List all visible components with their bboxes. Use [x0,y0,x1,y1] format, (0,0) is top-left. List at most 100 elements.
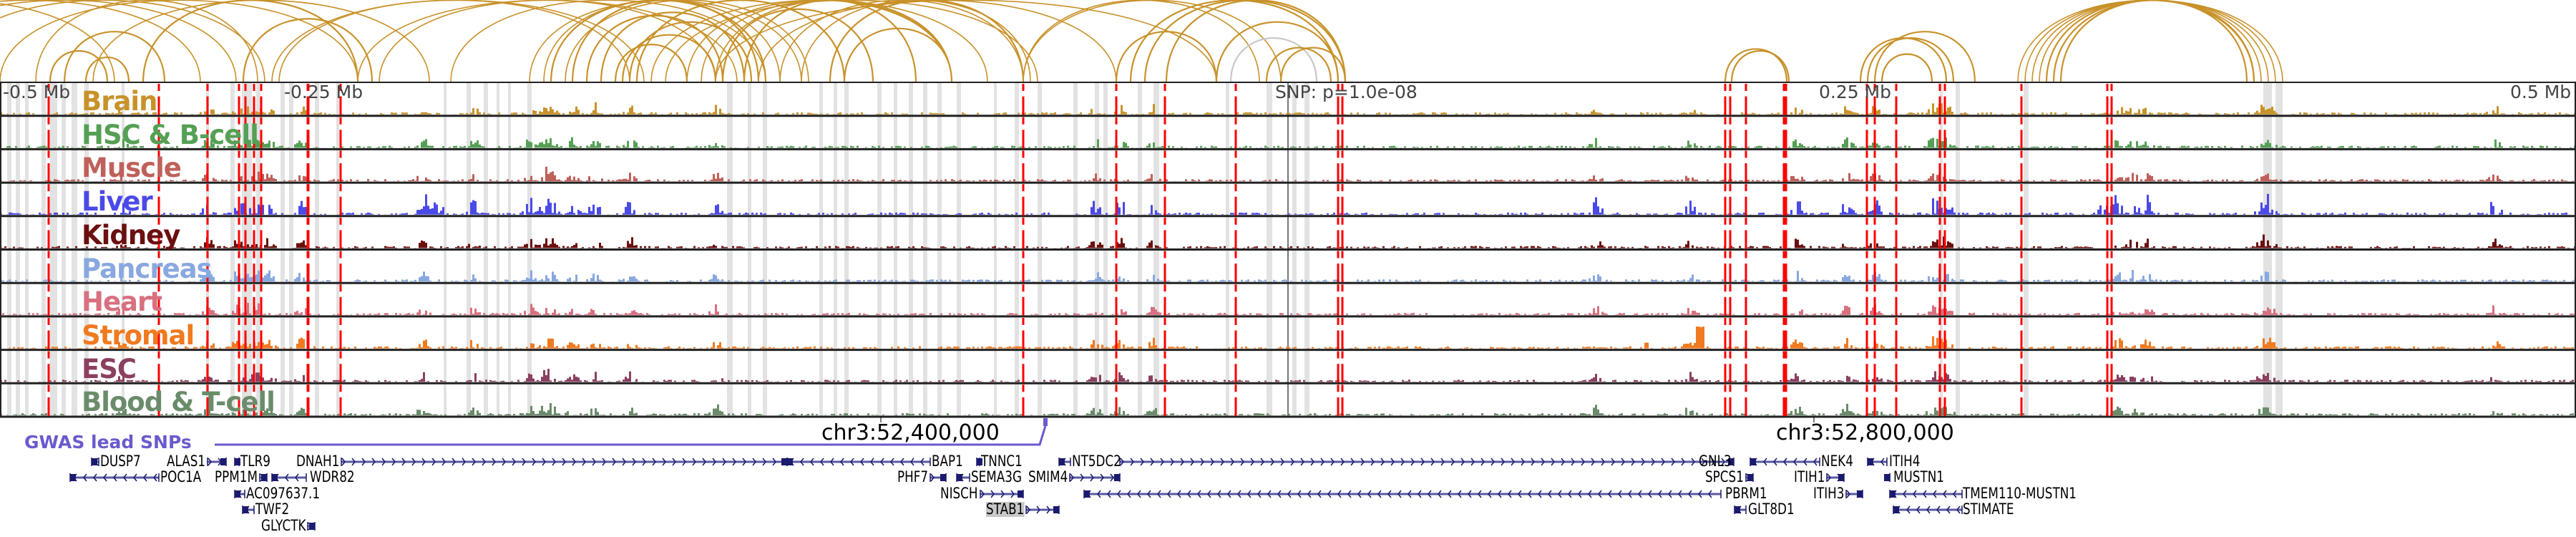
gene-label[interactable]: GLT8D1 [1748,500,1795,518]
gene-label[interactable]: MUSTN1 [1893,468,1944,485]
interaction-arc [1129,0,1340,83]
gene-label[interactable]: TMEM110-MUSTN1 [1963,485,2077,502]
gene-label[interactable]: PBRM1 [1725,485,1767,502]
gene-label[interactable]: SPCS1 [1705,468,1744,485]
strand-arrow [1438,490,1442,498]
gene-pbrm1[interactable] [1083,490,1722,498]
gene-smim4[interactable] [1069,473,1121,482]
gene-label[interactable]: PHF7 [897,468,928,485]
gene-label[interactable]: NEK4 [1821,453,1853,470]
gene-bap1[interactable] [786,458,931,466]
gene-wdr82[interactable] [271,473,307,482]
strand-arrow [1571,458,1575,466]
gene-ac097637.1[interactable] [234,490,245,498]
strand-arrow [582,458,586,466]
gene-phf7[interactable] [930,473,947,482]
gene-label[interactable]: ALAS1 [166,453,205,470]
strand-arrow [1380,458,1385,466]
strand-arrow [1906,505,1911,514]
strand-arrow [890,458,894,466]
gene-label[interactable]: PPM1M [215,468,258,485]
gene-label[interactable]: DNAH1 [296,453,339,470]
strand-arrow [1160,458,1164,466]
gene-label[interactable]: STAB1 [985,500,1024,518]
gene-label[interactable]: SMIM4 [1028,468,1068,485]
strand-arrow [1531,458,1535,466]
interaction-arc [1023,0,1282,83]
strand-arrow [1387,490,1392,498]
strand-arrow [351,458,356,466]
gene-glt8d1[interactable] [1734,505,1747,514]
gene-glyctk[interactable] [307,522,316,531]
exon [1084,490,1090,498]
gene-label[interactable]: WDR82 [310,468,355,485]
gene-nek4[interactable] [1750,458,1820,466]
signal-coverage [0,269,2576,282]
strand-arrow [1080,473,1084,482]
gene-label[interactable]: SEMA3G [971,468,1022,485]
strand-arrow [421,458,426,466]
gene-dnah1[interactable] [341,458,788,466]
strand-arrow [1541,458,1545,466]
gene-label[interactable]: GLYCTK [260,517,306,534]
strand-arrow [1287,490,1292,498]
gene-label[interactable]: BAP1 [932,453,963,470]
gene-label[interactable]: TWF2 [255,500,290,518]
gene-label[interactable]: STIMATE [1963,500,2014,518]
gene-label[interactable]: TNNC1 [981,453,1023,470]
gene-label[interactable]: ITIH4 [1889,453,1921,470]
exon [1735,506,1740,513]
gene-itih4[interactable] [1867,458,1888,466]
gwas-snp-marker[interactable] [1043,418,1048,426]
exon [1750,458,1756,465]
strand-arrow [1651,458,1655,466]
strand-arrow [1668,490,1672,498]
track-label: Liver [82,186,153,218]
gene-label[interactable]: DUSP7 [100,453,141,470]
strand-arrow [1317,490,1322,498]
gene-label[interactable]: AC097637.1 [246,485,321,502]
gene-label[interactable]: TLR9 [240,453,270,470]
strand-arrow [1508,490,1512,498]
strand-arrow [1100,473,1104,482]
gene-twf2[interactable] [242,505,255,514]
gene-poc1a[interactable] [69,473,160,482]
gene-tnnc1[interactable] [976,458,982,466]
exon [1884,474,1890,481]
gene-label[interactable]: NISCH [940,485,978,502]
gene-alas1[interactable] [207,458,227,466]
interaction-arc [571,0,760,83]
strand-arrow [1337,490,1342,498]
gene-itih1[interactable] [1826,473,1845,482]
strand-arrow [1933,490,1937,498]
strand-arrow [602,458,606,466]
gene-sema3g[interactable] [956,473,970,482]
gene-label[interactable]: ITIH3 [1813,485,1845,502]
gene-label[interactable]: GNL3 [1699,453,1732,470]
gene-tlr9[interactable] [234,458,240,466]
gene-mustn1[interactable] [1884,473,1890,482]
gene-ppm1m[interactable] [259,473,268,482]
gene-stab1[interactable] [1025,505,1060,514]
strand-arrow [512,458,516,466]
strand-arrow [1478,490,1482,498]
gene-nisch[interactable] [980,490,1024,498]
gene-stimate[interactable] [1893,505,1963,514]
gene-label[interactable]: NT5DC2 [1072,453,1121,470]
strand-arrow [682,458,686,466]
gene-label[interactable]: POC1A [160,468,202,485]
strand-arrow [840,458,844,466]
gene-itih3[interactable] [1845,490,1863,498]
interaction-arc [2059,0,2248,83]
gene-tmem110-mustn1[interactable] [1889,490,1963,498]
gene-nt5dc2[interactable] [1058,458,1071,466]
gene-gnl3[interactable] [1119,458,1735,466]
gene-spcs1[interactable] [1745,473,1754,482]
gene-label[interactable]: ITIH1 [1793,468,1825,485]
strand-arrow [482,458,486,466]
snp-pvalue-label: SNP: p=1.0e-08 [1275,82,1418,102]
strand-arrow [1428,490,1432,498]
strand-arrow [295,473,299,482]
gene-dusp7[interactable] [91,458,99,466]
interaction-arc [1265,47,1332,83]
